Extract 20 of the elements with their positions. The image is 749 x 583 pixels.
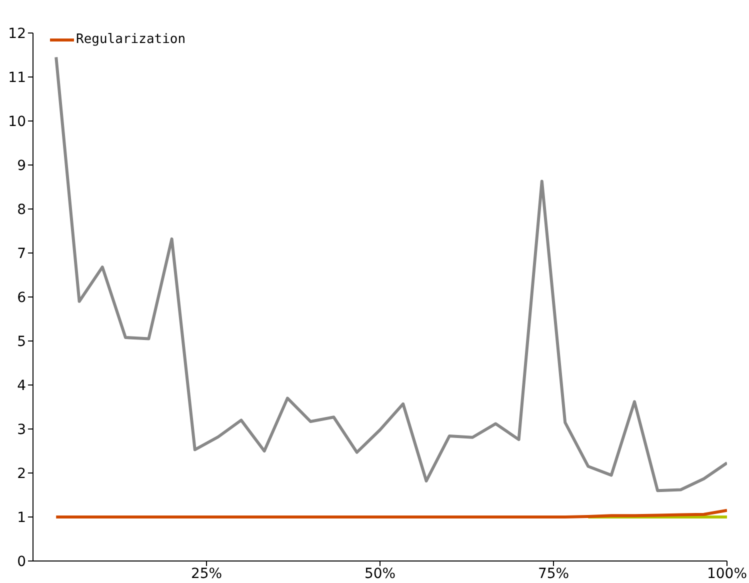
x-tick-label: 100%	[706, 566, 748, 582]
y-tick-label: 10	[8, 114, 26, 130]
y-tick-label: 6	[17, 290, 26, 306]
line-series	[54, 56, 727, 492]
y-tick-label: 2	[17, 466, 26, 482]
y-tick-label: 0	[17, 554, 26, 570]
x-tick-label: 50%	[364, 566, 396, 582]
y-tick-label: 7	[17, 246, 26, 262]
x-tick-label: 75%	[538, 566, 570, 582]
y-tick-label: 4	[17, 378, 26, 394]
y-tick-label: 3	[17, 422, 26, 438]
y-tick-label: 11	[8, 70, 26, 86]
legend-label: Regularization	[76, 31, 186, 49]
y-tick-label: 8	[17, 202, 26, 218]
y-tick-label: 12	[8, 26, 26, 42]
x-tick-label: 25%	[190, 566, 222, 582]
line-series	[54, 508, 727, 518]
y-tick-label: 5	[17, 334, 26, 350]
y-tick-label: 1	[17, 510, 26, 526]
y-tick-label: 9	[17, 158, 26, 174]
